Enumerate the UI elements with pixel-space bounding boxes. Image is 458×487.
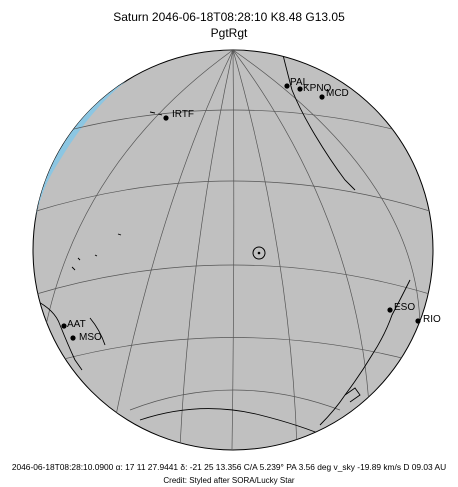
station-mcd: MCD <box>319 88 349 100</box>
station-kpno: KPNO <box>297 83 332 94</box>
ephemeris-line: 2046-06-18T08:28:10.0900 α: 17 11 27.944… <box>11 462 447 472</box>
target-marker <box>252 246 266 260</box>
station-eso: ESO <box>387 302 415 313</box>
station-label: IRTF <box>172 109 194 120</box>
map-title: Saturn 2046-06-18T08:28:10 K8.48 G13.05 <box>113 10 345 24</box>
station-label: MSO <box>79 332 102 343</box>
station-mso: MSO <box>70 332 102 343</box>
station-label: MCD <box>326 88 349 99</box>
station-rio: RIO <box>415 314 441 325</box>
station-irtf: IRTF <box>163 109 194 121</box>
station-label: AAT <box>67 319 86 330</box>
station-label: RIO <box>423 314 441 325</box>
station-label: KPNO <box>303 83 332 94</box>
station-label: PAL <box>290 77 309 88</box>
station-aat: AAT <box>61 319 86 330</box>
credit-line: Credit: Styled after SORA/Lucky Star <box>163 476 295 485</box>
map-subtitle: PgtRgt <box>210 26 248 40</box>
station-pal: PAL <box>284 77 309 89</box>
station-label: ESO <box>394 302 415 313</box>
